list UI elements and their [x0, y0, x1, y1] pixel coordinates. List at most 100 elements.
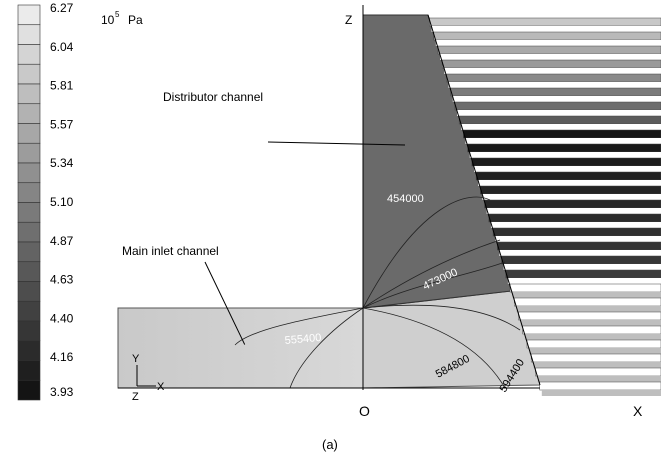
wall: [465, 138, 661, 144]
channel: [433, 31, 661, 41]
triad-x: X: [157, 381, 165, 393]
channel: [539, 381, 661, 391]
channel: [458, 115, 661, 125]
wall: [512, 292, 661, 298]
channel: [467, 143, 661, 153]
colorbar-cell: [17, 340, 41, 361]
channel: [497, 241, 661, 251]
colorbar-cell: [17, 221, 41, 243]
channel: [437, 45, 661, 55]
colorbar-label: 5.34: [50, 156, 74, 170]
channel: [475, 171, 661, 181]
colorbar-label: 5.10: [50, 195, 74, 209]
wall: [520, 320, 661, 326]
channel: [480, 185, 661, 195]
channel: [530, 353, 661, 363]
colorbar-label: 4.63: [50, 273, 74, 287]
channel: [484, 199, 661, 209]
colorbar-cell: [17, 63, 41, 85]
unit-base: 10: [101, 13, 115, 27]
wall: [444, 68, 661, 74]
leader-distributor: [267, 141, 406, 146]
colorbar-cell: [17, 24, 41, 45]
colorbar: [17, 4, 41, 401]
wall: [448, 82, 661, 88]
wall: [431, 26, 661, 32]
colorbar-cell: [17, 83, 41, 105]
wall: [495, 236, 661, 242]
wall: [537, 376, 661, 382]
wall: [541, 390, 661, 396]
colorbar-labels: 6.27 6.04 5.81 5.57 5.34 5.10 4.87 4.63 4.40 4.16…: [50, 1, 74, 399]
wall: [452, 96, 661, 102]
channel: [514, 297, 661, 307]
colorbar-label: 6.27: [50, 1, 74, 15]
triad: [136, 365, 156, 387]
wall: [516, 306, 661, 312]
colorbar-cell: [17, 103, 41, 124]
colorbar-cell: [17, 202, 41, 223]
inlet-channel: [117, 307, 364, 389]
colorbar-cell: [17, 261, 41, 282]
channel: [535, 367, 661, 377]
colorbar-label: 4.16: [50, 350, 74, 364]
annotation: Distributor channel: [163, 90, 263, 104]
wall: [469, 152, 661, 158]
channels: [427, 14, 661, 396]
wall: [533, 362, 661, 368]
colorbar-label: 3.93: [50, 385, 74, 399]
colorbar-label: 5.81: [50, 79, 74, 93]
wall: [440, 54, 661, 60]
colorbar-cell: [17, 360, 41, 381]
colorbar-cell: [17, 4, 41, 26]
channel: [492, 227, 661, 237]
contours: [234, 196, 521, 389]
colorbar-label: 5.57: [50, 117, 74, 131]
channel: [522, 325, 661, 335]
unit-name: Pa: [128, 13, 143, 27]
colorbar-cell: [17, 162, 41, 184]
distributor-edge: [427, 14, 541, 386]
contour-label: 454000: [387, 193, 424, 205]
axis-z: Z: [345, 13, 352, 27]
wall: [486, 208, 661, 214]
unit-exponent: 5: [115, 10, 120, 19]
wall: [457, 110, 661, 116]
wall: [503, 264, 661, 270]
colorbar-label: 4.40: [50, 311, 74, 325]
channel: [450, 87, 661, 97]
colorbar-label: 4.87: [50, 234, 74, 248]
channel: [463, 129, 661, 139]
channel: [429, 17, 661, 27]
channel: [446, 73, 661, 83]
wall: [507, 278, 661, 284]
channel: [441, 59, 661, 69]
leader-inlet: [204, 261, 246, 345]
axis-x: X: [633, 403, 643, 419]
colorbar-cell: [17, 142, 41, 164]
wall: [461, 124, 661, 130]
colorbar-label: 6.04: [50, 40, 74, 54]
channel: [509, 283, 661, 293]
channel: [518, 311, 661, 321]
triad-z: Z: [132, 391, 139, 403]
wall: [524, 334, 661, 340]
wall: [435, 40, 661, 46]
colorbar-cell: [17, 182, 41, 203]
wall: [499, 250, 661, 256]
colorbar-cell: [17, 281, 41, 302]
contour-label: 555400: [284, 332, 322, 347]
channel: [454, 101, 661, 111]
caption: (a): [322, 437, 338, 452]
wall: [482, 194, 661, 200]
wall: [490, 222, 661, 228]
channel: [488, 213, 661, 223]
colorbar-cell: [17, 379, 41, 401]
colorbar-cell: [17, 241, 41, 263]
colorbar-cell: [17, 320, 41, 342]
channel: [526, 339, 661, 349]
colorbar-cell: [17, 44, 41, 65]
colorbar-cell: [17, 123, 41, 144]
channel: [501, 255, 661, 265]
